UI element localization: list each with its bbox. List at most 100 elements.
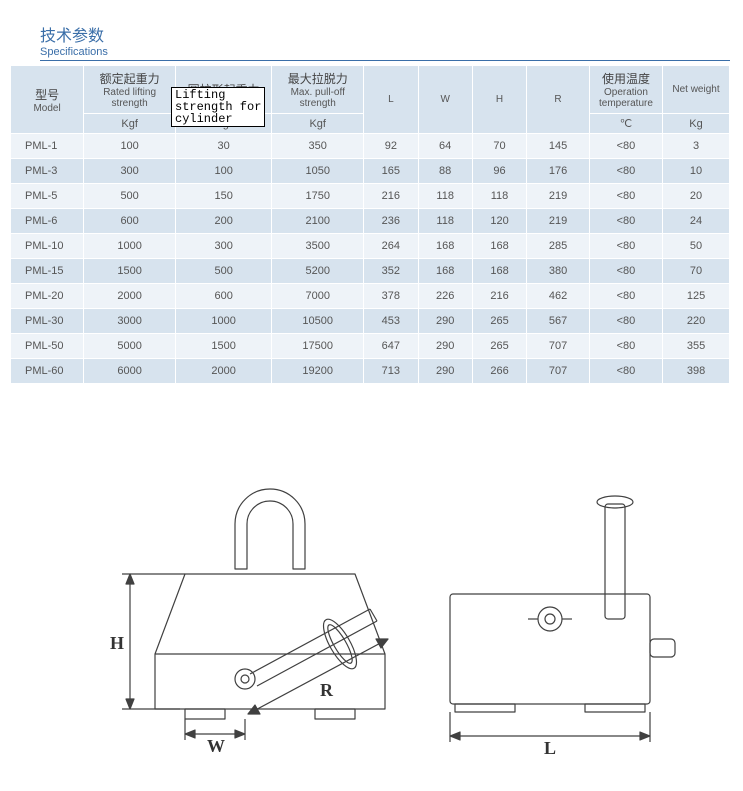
cell-maxpull: 17500 bbox=[272, 334, 364, 359]
cell-L: 647 bbox=[364, 334, 418, 359]
cell-rated: 5000 bbox=[84, 334, 176, 359]
cell-temp: <80 bbox=[589, 309, 662, 334]
cell-model: PML-50 bbox=[11, 334, 84, 359]
cell-weight: 355 bbox=[663, 334, 730, 359]
cell-temp: <80 bbox=[589, 359, 662, 384]
cell-R: 462 bbox=[527, 284, 590, 309]
col-header-R: R bbox=[527, 66, 590, 134]
cell-temp: <80 bbox=[589, 234, 662, 259]
cell-rated: 300 bbox=[84, 159, 176, 184]
table-row: PML-330010010501658896176<8010 bbox=[11, 159, 730, 184]
cell-R: 145 bbox=[527, 134, 590, 159]
title-en: Specifications bbox=[40, 46, 733, 58]
col-unit-temp: ℃ bbox=[589, 114, 662, 134]
spec-table-wrap: 型号Model额定起重力Rated lifting strength圆柱形起重力… bbox=[10, 65, 733, 384]
cell-cylinder: 100 bbox=[176, 159, 272, 184]
cell-weight: 24 bbox=[663, 209, 730, 234]
cell-W: 226 bbox=[418, 284, 472, 309]
table-row: PML-110030350926470145<803 bbox=[11, 134, 730, 159]
cell-rated: 3000 bbox=[84, 309, 176, 334]
cell-W: 168 bbox=[418, 234, 472, 259]
cell-W: 290 bbox=[418, 334, 472, 359]
cell-W: 168 bbox=[418, 259, 472, 284]
cell-L: 264 bbox=[364, 234, 418, 259]
cell-cylinder: 500 bbox=[176, 259, 272, 284]
cell-H: 266 bbox=[472, 359, 526, 384]
table-row: PML-2020006007000378226216462<80125 bbox=[11, 284, 730, 309]
cell-L: 713 bbox=[364, 359, 418, 384]
cell-cylinder: 1000 bbox=[176, 309, 272, 334]
cell-temp: <80 bbox=[589, 184, 662, 209]
header-row: 型号Model额定起重力Rated lifting strength圆柱形起重力… bbox=[11, 66, 730, 114]
col-header-model: 型号Model bbox=[11, 66, 84, 134]
table-row: PML-1515005005200352168168380<8070 bbox=[11, 259, 730, 284]
table-row: PML-55001501750216118118219<8020 bbox=[11, 184, 730, 209]
cell-maxpull: 1050 bbox=[272, 159, 364, 184]
cell-L: 236 bbox=[364, 209, 418, 234]
cell-W: 64 bbox=[418, 134, 472, 159]
cell-rated: 1000 bbox=[84, 234, 176, 259]
cell-model: PML-15 bbox=[11, 259, 84, 284]
cell-L: 165 bbox=[364, 159, 418, 184]
table-row: PML-303000100010500453290265567<80220 bbox=[11, 309, 730, 334]
cell-rated: 2000 bbox=[84, 284, 176, 309]
dim-label-h: H bbox=[110, 633, 124, 653]
cell-W: 290 bbox=[418, 309, 472, 334]
cell-L: 352 bbox=[364, 259, 418, 284]
cell-model: PML-5 bbox=[11, 184, 84, 209]
cell-H: 96 bbox=[472, 159, 526, 184]
cell-temp: <80 bbox=[589, 334, 662, 359]
cell-temp: <80 bbox=[589, 159, 662, 184]
title-block: 技术参数 Specifications bbox=[40, 22, 733, 58]
cell-L: 378 bbox=[364, 284, 418, 309]
table-row: PML-606000200019200713290266707<80398 bbox=[11, 359, 730, 384]
cell-L: 216 bbox=[364, 184, 418, 209]
cell-model: PML-60 bbox=[11, 359, 84, 384]
cell-maxpull: 19200 bbox=[272, 359, 364, 384]
cell-weight: 3 bbox=[663, 134, 730, 159]
cell-R: 176 bbox=[527, 159, 590, 184]
col-unit-weight: Kg bbox=[663, 114, 730, 134]
cell-cylinder: 600 bbox=[176, 284, 272, 309]
cell-model: PML-30 bbox=[11, 309, 84, 334]
cell-rated: 500 bbox=[84, 184, 176, 209]
cell-R: 380 bbox=[527, 259, 590, 284]
cell-R: 219 bbox=[527, 209, 590, 234]
cell-cylinder: 200 bbox=[176, 209, 272, 234]
cell-model: PML-20 bbox=[11, 284, 84, 309]
cell-model: PML-10 bbox=[11, 234, 84, 259]
cell-H: 70 bbox=[472, 134, 526, 159]
cell-R: 219 bbox=[527, 184, 590, 209]
cell-W: 290 bbox=[418, 359, 472, 384]
col-header-W: W bbox=[418, 66, 472, 134]
cell-weight: 20 bbox=[663, 184, 730, 209]
cell-R: 707 bbox=[527, 334, 590, 359]
cell-maxpull: 7000 bbox=[272, 284, 364, 309]
table-row: PML-66002002100236118120219<8024 bbox=[11, 209, 730, 234]
dim-label-w: W bbox=[207, 736, 225, 756]
cylinder-overlay-label: Lifting strength for cylinder bbox=[171, 87, 265, 127]
cell-maxpull: 5200 bbox=[272, 259, 364, 284]
cell-cylinder: 150 bbox=[176, 184, 272, 209]
col-header-weight: Net weight bbox=[663, 66, 730, 114]
spec-table: 型号Model额定起重力Rated lifting strength圆柱形起重力… bbox=[10, 65, 730, 384]
cell-rated: 6000 bbox=[84, 359, 176, 384]
cell-H: 216 bbox=[472, 284, 526, 309]
cell-H: 168 bbox=[472, 259, 526, 284]
col-header-maxpull: 最大拉脱力Max. pull-off strength bbox=[272, 66, 364, 114]
cell-rated: 100 bbox=[84, 134, 176, 159]
cell-weight: 125 bbox=[663, 284, 730, 309]
cell-model: PML-3 bbox=[11, 159, 84, 184]
cell-H: 168 bbox=[472, 234, 526, 259]
table-row: PML-1010003003500264168168285<8050 bbox=[11, 234, 730, 259]
cell-L: 453 bbox=[364, 309, 418, 334]
title-underline bbox=[40, 60, 730, 61]
col-header-rated: 额定起重力Rated lifting strength bbox=[84, 66, 176, 114]
dim-label-l: L bbox=[544, 738, 556, 758]
cell-maxpull: 3500 bbox=[272, 234, 364, 259]
cell-R: 707 bbox=[527, 359, 590, 384]
cell-maxpull: 350 bbox=[272, 134, 364, 159]
dim-label-r: R bbox=[320, 680, 334, 700]
cell-weight: 220 bbox=[663, 309, 730, 334]
cell-W: 118 bbox=[418, 209, 472, 234]
